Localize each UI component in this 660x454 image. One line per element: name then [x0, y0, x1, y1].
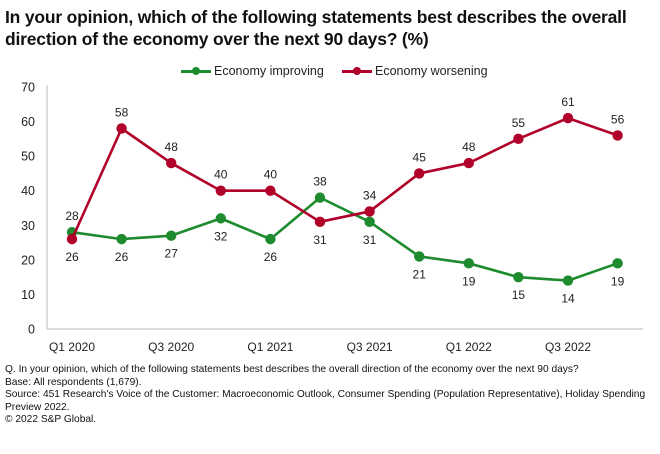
data-point-improving [562, 275, 574, 286]
data-label-improving: 19 [611, 274, 625, 288]
data-label-worsening: 56 [611, 112, 625, 126]
data-label-worsening: 34 [363, 188, 377, 202]
legend-swatch-improving-icon [181, 66, 211, 76]
x-tick-label: Q1 2021 [247, 340, 293, 354]
data-label-improving: 15 [512, 288, 526, 302]
footnote-base: Base: All respondents (1,679). [5, 376, 142, 388]
x-tick-label: Q1 2022 [446, 340, 492, 354]
legend-item-improving[interactable]: Economy improving [181, 64, 324, 78]
data-label-improving: 28 [65, 209, 79, 223]
line-chart: 0 10 20 30 40 50 60 70 Q1 2020 Q3 2020 Q1 2021 Q3 2… [21, 81, 643, 354]
data-point-improving [612, 258, 623, 269]
data-point-improving [463, 258, 474, 269]
x-tick-label: Q3 2021 [347, 340, 393, 354]
data-label-improving: 38 [313, 175, 327, 189]
data-label-worsening: 55 [512, 116, 526, 130]
data-label-worsening: 45 [413, 150, 427, 164]
data-label-worsening: 48 [462, 140, 476, 154]
data-point-improving [166, 230, 177, 241]
data-label-improving: 14 [561, 292, 575, 306]
data-point-worsening [562, 112, 574, 124]
y-tick-label: 50 [21, 150, 35, 164]
data-point-worsening [265, 185, 276, 196]
y-tick-label: 30 [21, 219, 35, 233]
data-point-worsening [364, 206, 375, 217]
data-point-improving [364, 216, 375, 228]
legend-swatch-worsening-icon [342, 66, 372, 76]
data-point-improving [414, 251, 425, 262]
series-line-improving [71, 196, 619, 282]
data-label-improving: 26 [264, 250, 278, 264]
data-label-improving: 27 [165, 247, 179, 261]
y-tick-label: 20 [21, 253, 35, 267]
data-label-worsening: 40 [264, 168, 278, 182]
x-tick-label: Q3 2022 [545, 340, 591, 354]
data-point-worsening [513, 133, 524, 145]
data-label-improving: 32 [214, 229, 228, 243]
data-point-improving [215, 213, 226, 224]
data-point-worsening [66, 233, 78, 245]
footnote-question: Q. In your opinion, which of the followi… [5, 364, 579, 375]
y-tick-label: 70 [21, 81, 35, 95]
data-point-improving [265, 233, 276, 245]
data-label-improving: 26 [115, 250, 129, 264]
data-point-worsening [612, 130, 623, 141]
footnotes: Q. In your opinion, which of the followi… [5, 364, 655, 427]
data-point-worsening [414, 168, 425, 179]
data-label-improving: 31 [363, 233, 377, 247]
footnote-source: Source: 451 Research's Voice of the Cust… [5, 389, 646, 413]
footnote-copyright: © 2022 S&P Global. [5, 414, 97, 426]
data-point-worsening [116, 123, 127, 134]
series-line-worsening [70, 116, 619, 240]
x-tick-label: Q1 2020 [49, 340, 95, 354]
y-tick-label: 60 [21, 115, 35, 129]
data-point-worsening [166, 157, 177, 169]
chart-title: In your opinion, which of the following … [5, 7, 627, 49]
legend-item-worsening[interactable]: Economy worsening [342, 64, 488, 78]
data-point-worsening [463, 157, 474, 169]
data-point-improving [116, 233, 127, 245]
y-tick-label: 0 [28, 323, 35, 337]
legend-label-worsening: Economy worsening [375, 64, 488, 78]
data-label-worsening: 31 [313, 233, 327, 247]
data-point-worsening [314, 216, 326, 228]
y-tick-label: 10 [21, 288, 35, 302]
data-point-worsening [215, 185, 226, 196]
data-label-improving: 21 [413, 267, 427, 281]
legend: Economy improving Economy worsening [0, 64, 660, 84]
data-label-improving: 19 [462, 274, 476, 288]
data-label-worsening: 48 [165, 140, 179, 154]
data-label-worsening: 26 [65, 250, 79, 264]
x-tick-label: Q3 2020 [148, 340, 194, 354]
data-label-worsening: 40 [214, 168, 228, 182]
data-label-worsening: 61 [561, 95, 575, 109]
data-point-improving [314, 192, 326, 203]
data-point-improving [513, 271, 524, 283]
y-tick-label: 40 [21, 184, 35, 198]
legend-label-improving: Economy improving [214, 64, 324, 78]
data-label-worsening: 58 [115, 105, 129, 119]
